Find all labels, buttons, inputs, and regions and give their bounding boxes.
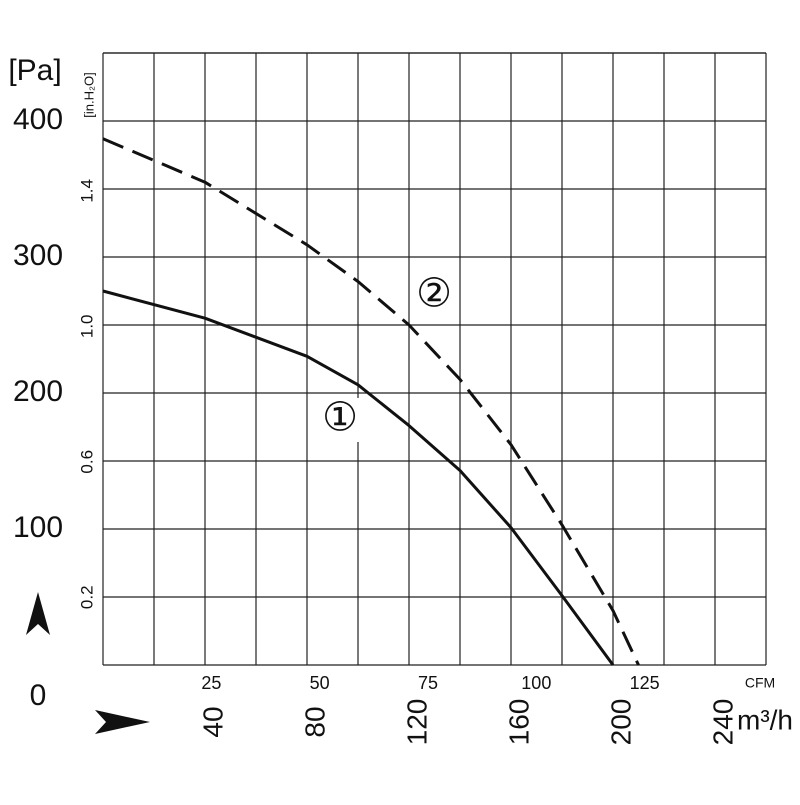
x2-tick-label: 50 — [310, 673, 330, 693]
x-tick-label: 160 — [503, 699, 534, 746]
y2-tick-label: 0.6 — [77, 450, 96, 474]
curve — [102, 289, 615, 666]
up-arrow — [26, 592, 50, 635]
y-tick-label: 400 — [13, 103, 63, 136]
x-tick-label: 240 — [707, 699, 738, 746]
series-label: ② — [416, 272, 452, 316]
x-tick-label: 120 — [401, 699, 432, 746]
y2-tick-label: 0.2 — [77, 585, 96, 609]
y-label: [Pa] — [8, 54, 61, 87]
y-tick-label: 200 — [13, 375, 63, 408]
y-tick-label: 300 — [13, 239, 63, 272]
y-tick-label: 0 — [30, 679, 47, 712]
label-bg — [318, 398, 362, 442]
series-label: ① — [322, 396, 358, 440]
x2-label: CFM — [745, 675, 775, 691]
x-tick-label: 200 — [605, 699, 636, 746]
x-tick-label: 80 — [299, 706, 330, 737]
label-bg — [412, 274, 456, 318]
y2-tick-label: 1.4 — [77, 179, 96, 203]
y-tick-label: 100 — [13, 511, 63, 544]
y2-tick-label: 1.0 — [77, 314, 96, 338]
x2-tick-label: 25 — [201, 673, 221, 693]
x-tick-label: 40 — [197, 706, 228, 737]
x-label: m³/h — [737, 704, 793, 735]
x2-tick-label: 75 — [418, 673, 438, 693]
x2-tick-label: 100 — [521, 673, 551, 693]
right-arrow — [95, 710, 150, 734]
y2-label: [in.H₂O] — [81, 72, 96, 118]
x2-tick-label: 125 — [630, 673, 660, 693]
curve — [102, 137, 640, 666]
